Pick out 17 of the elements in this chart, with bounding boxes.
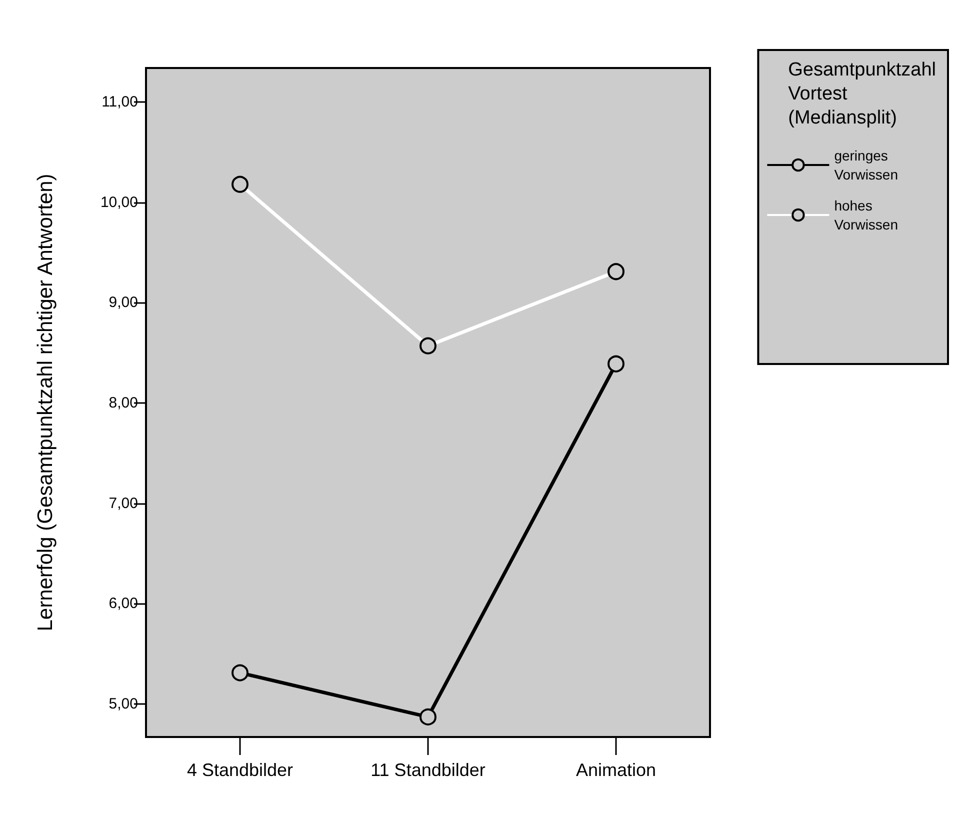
y-tick-label: 7,00 [108, 494, 138, 512]
y-tick-label: 11,00 [102, 94, 138, 111]
legend-label: geringes Vorwissen [834, 148, 898, 182]
point [420, 708, 436, 726]
y-tick-label: 9,00 [108, 294, 138, 312]
x-tick-label: Animation [576, 760, 656, 780]
y-tick-label: 10,00 [100, 194, 138, 211]
y-axis-title: Lernerfolg (Gesamtpunktzahl richtiger Antworten) [34, 174, 57, 632]
x-tick-label: 11 Standbilder [370, 760, 486, 780]
x-tick-label: 4 Standbilder [186, 760, 294, 780]
y-tick-label: 6,00 [108, 595, 138, 612]
y-tick-label: 8,00 [108, 394, 138, 412]
point [232, 664, 248, 682]
y-tick-label: 5,00 [108, 695, 138, 712]
point [608, 355, 624, 372]
legend-title: Gesamtpunktzahl Vortest (Mediansplit) [788, 60, 936, 128]
legend-label: hohes Vorwissen [834, 198, 898, 232]
